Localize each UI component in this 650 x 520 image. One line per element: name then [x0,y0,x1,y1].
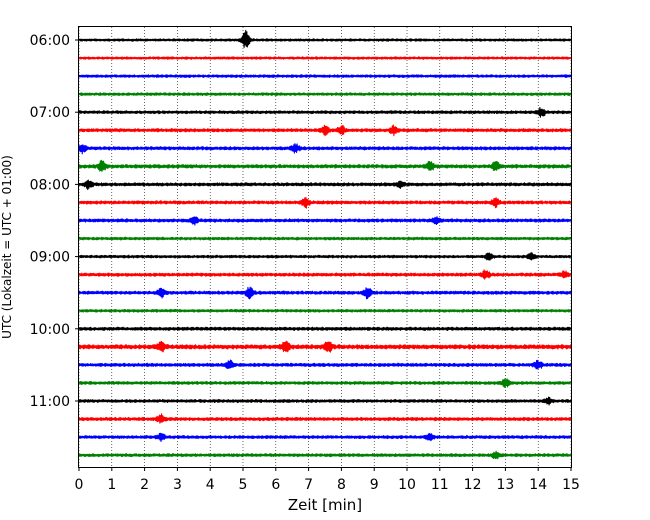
trace-line [78,179,572,191]
x-tick-label: 1 [107,477,116,493]
trace-line [78,340,572,353]
x-tick-label: 10 [398,477,416,493]
x-tick-label: 0 [75,477,84,493]
x-tick-label: 7 [304,477,313,493]
x-tick-label: 6 [271,477,280,493]
trace-line [78,236,572,241]
trace-line [78,56,572,60]
x-tick-label: 4 [206,477,215,493]
x-tick-label: 15 [562,477,580,493]
x-axis-label: Zeit [min] [288,496,362,514]
trace-line [78,143,572,155]
trace-line [78,378,572,388]
trace-line [78,450,572,460]
trace-line [78,196,572,209]
trace-line [78,74,572,79]
trace-line [78,159,572,172]
trace-line [78,251,572,261]
trace-line [78,106,572,118]
y-axis-ticks: 06:00 07:00 08:00 09:00 10:00 11:00 [30,33,79,410]
x-tick-label: 8 [337,477,346,493]
x-tick-label: 2 [140,477,149,493]
x-tick-label: 3 [173,477,182,493]
x-tick-label: 5 [239,477,248,493]
trace-line [78,308,572,313]
x-tick-label: 14 [529,477,547,493]
x-tick-label: 9 [370,477,379,493]
x-tick-label: 12 [464,477,482,493]
trace-line [78,326,572,332]
trace-line [78,92,572,97]
x-tick-label: 13 [496,477,514,493]
trace-line [78,396,572,406]
trace-line [78,269,572,280]
trace-line [78,286,572,300]
y-tick-label: 06:00 [30,33,70,49]
trace-line [78,432,572,443]
y-tick-label: 07:00 [30,105,70,121]
trace-line [78,29,572,49]
y-tick-label: 09:00 [30,250,70,266]
trace-line [78,124,572,137]
y-tick-label: 08:00 [30,177,70,193]
trace-line [78,216,572,226]
trace-line [78,413,572,424]
x-tick-label: 11 [431,477,449,493]
y-axis-label: UTC (Lokalzeit = UTC + 01:00) [0,155,14,339]
y-tick-label: 11:00 [30,394,70,410]
x-axis-ticks: 0 1 2 3 4 5 6 7 8 9 10 11 12 13 14 15 [75,467,580,493]
trace-line [78,359,572,370]
y-tick-label: 10:00 [30,322,70,338]
plot-frame [78,26,572,468]
traces [78,29,572,460]
